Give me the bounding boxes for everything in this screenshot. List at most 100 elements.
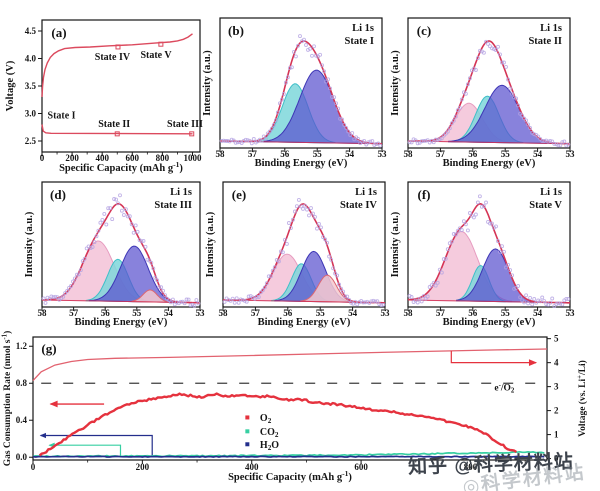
panel-letter-a: (a) bbox=[51, 25, 66, 40]
xps-x-tick: 57 bbox=[248, 149, 258, 159]
plot-frame bbox=[32, 336, 548, 461]
voltage-axis-arrow bbox=[450, 350, 537, 364]
annotation-state-v: State V bbox=[140, 50, 172, 61]
xps-x-axis-label: Binding Energy (eV) bbox=[258, 317, 351, 328]
a-y-tick: 3.5 bbox=[25, 81, 37, 91]
g-x-axis-label: Specific Capacity (mAh g-1) bbox=[228, 469, 352, 483]
corner-label-state: State I bbox=[345, 36, 374, 47]
a-x-axis-label: Specific Capacity (mAh g-1) bbox=[59, 160, 183, 174]
xps-x-tick: 58 bbox=[404, 149, 414, 159]
xps-scatter-points bbox=[219, 34, 383, 148]
a-x-tick: 0 bbox=[40, 153, 45, 163]
h2o-trace bbox=[32, 455, 545, 458]
xps-x-tick: 57 bbox=[436, 308, 446, 318]
a-y-tick: 3.0 bbox=[25, 109, 37, 119]
panel-f: 58 57 56 55 54 53 Binding Energy (eV) Intensity… bbox=[390, 181, 576, 328]
plot-frame bbox=[41, 181, 201, 308]
xps-x-tick: 56 bbox=[280, 149, 290, 159]
xps-y-axis-label: Intensity (a.u.) bbox=[390, 50, 401, 116]
panel-d: 58 57 56 55 54 53 Binding Energy (eV) Intensity… bbox=[24, 181, 205, 328]
panel-letter-f: (f) bbox=[418, 187, 431, 202]
a-y-tick: 4.5 bbox=[25, 26, 37, 36]
e-per-o2-label: e-/O2 bbox=[494, 382, 515, 395]
g-x-tick: 200 bbox=[136, 462, 150, 472]
g-y2-tick: 5 bbox=[554, 334, 559, 344]
state-marker bbox=[189, 131, 195, 137]
plot-frame bbox=[407, 17, 571, 149]
g-y-tick: 0.4 bbox=[16, 415, 28, 425]
xps-x-axis-label: Binding Energy (eV) bbox=[443, 317, 536, 328]
a-x-tick: 400 bbox=[95, 153, 109, 163]
state-marker bbox=[114, 131, 120, 137]
xps-y-axis-label: Intensity (a.u.) bbox=[205, 211, 216, 277]
g-y2-tick: 0 bbox=[554, 454, 559, 464]
legend-label-o2: O2 bbox=[260, 413, 272, 425]
xps-x-tick: 53 bbox=[566, 308, 576, 318]
a-series-discharge bbox=[41, 124, 193, 135]
corner-label-state: State II bbox=[528, 36, 562, 47]
xps-x-tick: 53 bbox=[381, 308, 391, 318]
plot-frame bbox=[222, 181, 386, 308]
annotation-state-ii: State II bbox=[98, 119, 130, 130]
xps-scatter-points bbox=[222, 197, 386, 308]
xps-x-tick: 55 bbox=[313, 149, 323, 159]
g-y2-tick: 3 bbox=[554, 382, 559, 392]
a-series-charge bbox=[41, 33, 193, 98]
xps-x-tick: 54 bbox=[533, 149, 543, 159]
corner-label-state: State III bbox=[154, 200, 192, 211]
g-y2-axis-label: Voltage (vs. Li+/Li) bbox=[576, 360, 588, 437]
xps-x-tick: 57 bbox=[69, 308, 79, 318]
xps-x-axis-label: Binding Energy (eV) bbox=[443, 158, 536, 169]
panel-letter-c: (c) bbox=[417, 23, 431, 38]
xps-x-tick: 54 bbox=[345, 149, 355, 159]
state-marker bbox=[115, 44, 121, 50]
arrow-head bbox=[49, 400, 58, 408]
xps-y-axis-label: Intensity (a.u.) bbox=[24, 211, 35, 277]
plot-frame bbox=[407, 181, 571, 308]
xps-x-tick: 58 bbox=[219, 308, 229, 318]
xps-x-tick: 54 bbox=[533, 308, 543, 318]
g-y2-tick: 4 bbox=[554, 358, 559, 368]
g-y-tick: 0.0 bbox=[16, 452, 28, 462]
g-x-tick: 600 bbox=[354, 462, 368, 472]
g-x-tick: 400 bbox=[245, 462, 259, 472]
legend-label-h2o: H2O bbox=[260, 440, 279, 452]
corner-label-element: Li 1s bbox=[170, 187, 192, 198]
xps-x-tick: 54 bbox=[348, 308, 358, 318]
corner-label-element: Li 1s bbox=[355, 187, 377, 198]
xps-x-axis-label: Binding Energy (eV) bbox=[255, 158, 348, 169]
xps-x-tick: 58 bbox=[404, 308, 414, 318]
xps-x-tick: 57 bbox=[436, 149, 446, 159]
xps-x-tick: 53 bbox=[566, 149, 576, 159]
g-y-tick: 1.2 bbox=[16, 341, 28, 351]
panel-letter-e: (e) bbox=[232, 187, 246, 202]
xps-x-tick: 55 bbox=[501, 308, 511, 318]
xps-x-tick: 55 bbox=[132, 308, 142, 318]
g-x-tick: 800 bbox=[464, 462, 478, 472]
legend-label-co2: CO2 bbox=[260, 427, 279, 439]
xps-y-axis-label: Intensity (a.u.) bbox=[390, 211, 401, 277]
xps-x-tick: 55 bbox=[316, 308, 326, 318]
state-marker bbox=[158, 41, 164, 47]
g-x-tick: 0 bbox=[31, 462, 36, 472]
xps-baseline bbox=[41, 299, 201, 304]
xps-x-tick: 56 bbox=[283, 308, 293, 318]
legend-marker-co2 bbox=[245, 429, 250, 434]
corner-label-element: Li 1s bbox=[540, 23, 562, 34]
g-y2-tick: 2 bbox=[554, 406, 559, 416]
xps-x-tick: 56 bbox=[468, 149, 478, 159]
xps-scatter-points bbox=[407, 194, 571, 309]
xps-x-tick: 53 bbox=[378, 149, 388, 159]
panel-c: 58 57 56 55 54 53 Binding Energy (eV) Intensity… bbox=[390, 17, 576, 169]
plot-frame bbox=[219, 17, 383, 149]
xps-x-tick: 55 bbox=[501, 149, 511, 159]
a-y-axis-label: Voltage (V) bbox=[5, 60, 16, 111]
g-y2-tick: 1 bbox=[554, 430, 559, 440]
xps-x-tick: 54 bbox=[164, 308, 174, 318]
arrow-head bbox=[39, 432, 46, 439]
a-y-tick: 4.0 bbox=[25, 54, 37, 64]
